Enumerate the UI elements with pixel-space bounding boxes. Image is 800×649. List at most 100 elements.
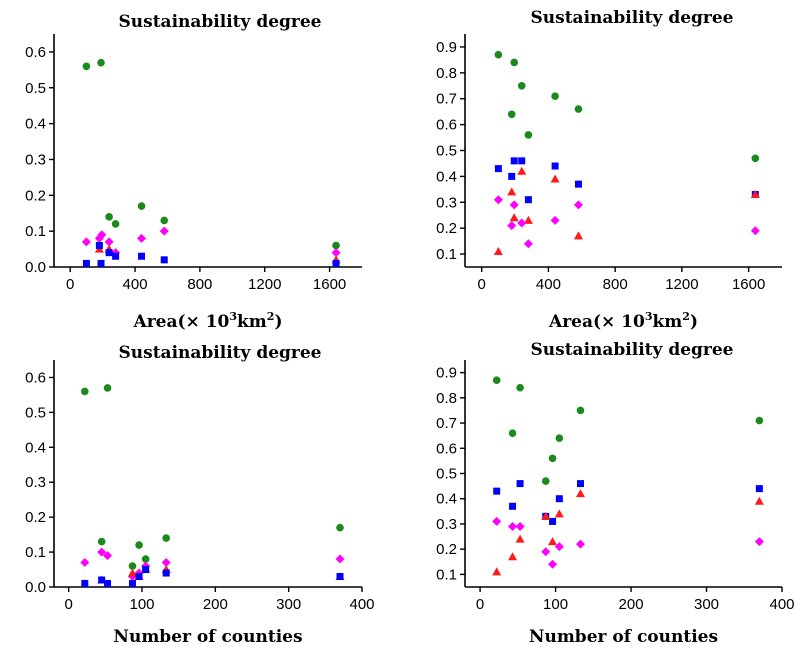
data-point-square — [551, 162, 559, 170]
data-point-square — [493, 487, 501, 495]
x-axis-label-part: km — [653, 312, 683, 332]
data-point-diamond — [541, 547, 551, 557]
data-point-circle — [160, 216, 169, 225]
data-point-square — [494, 165, 502, 173]
y-tick-label: 0.6 — [436, 117, 457, 134]
data-point-square — [508, 172, 516, 180]
x-axis-label: Number of counties — [529, 627, 718, 647]
data-point-square — [162, 569, 170, 577]
y-tick-label: 0.0 — [25, 259, 46, 276]
data-point-square — [104, 580, 112, 588]
data-point-square — [555, 495, 563, 503]
data-point-square — [98, 576, 106, 584]
data-point-circle — [135, 541, 143, 549]
data-point-triangle — [573, 231, 583, 240]
chart-title: Sustainability degree — [119, 343, 322, 363]
data-point-square — [549, 517, 557, 525]
data-point-diamond — [104, 237, 114, 247]
data-point-circle — [137, 202, 146, 210]
data-point-triangle — [750, 190, 760, 199]
data-point-diamond — [492, 516, 502, 526]
x-tick-label: 0 — [476, 596, 484, 613]
y-tick-label: 0.2 — [436, 220, 457, 237]
y-tick-label: 0.4 — [436, 491, 457, 508]
panel-4: Sustainability degree 0.1 0.2 0.3 0.4 0.5 0.6 0… — [436, 340, 794, 647]
x-axis-label-part: ) — [690, 312, 698, 332]
data-point-diamond — [573, 200, 583, 210]
x-axis-label-part: ) — [274, 312, 282, 332]
y-tick-label: 0.1 — [25, 223, 46, 240]
data-point-diamond — [507, 221, 517, 231]
data-point-diamond — [80, 558, 90, 568]
data-point-diamond — [554, 542, 564, 552]
data-point-circle — [128, 562, 137, 570]
y-tick-label: 0.9 — [436, 365, 457, 382]
data-point-diamond — [159, 226, 169, 236]
data-point-circle — [524, 131, 533, 139]
data-point-square — [97, 259, 105, 267]
x-tick-label: 800 — [187, 276, 212, 293]
data-point-circle — [82, 62, 91, 71]
x-tick-label: 400 — [536, 276, 561, 293]
data-point-circle — [492, 376, 501, 384]
data-point-triangle — [575, 489, 585, 498]
data-point-square — [524, 196, 532, 204]
data-point-diamond — [97, 547, 107, 557]
x-axis-label-superscript: 2 — [267, 310, 275, 323]
x-tick-label: 200 — [619, 596, 644, 613]
data-point-circle — [162, 534, 170, 542]
x-tick-label: 300 — [276, 596, 301, 613]
data-point-circle — [551, 92, 559, 100]
data-point-circle — [541, 477, 550, 485]
y-tick-label: 0.2 — [25, 187, 46, 204]
data-point-diamond — [137, 233, 147, 243]
data-point-circle — [103, 384, 112, 392]
data-point-circle — [332, 241, 340, 250]
data-point-square — [142, 566, 150, 574]
data-point-circle — [494, 50, 503, 59]
data-point-circle — [751, 154, 760, 163]
data-point-triangle — [754, 496, 764, 505]
data-point-triangle — [548, 537, 558, 546]
y-tick-label: 0.5 — [436, 143, 457, 160]
data-point-triangle — [515, 534, 525, 543]
data-point-circle — [141, 555, 150, 563]
x-tick-label: 200 — [203, 596, 228, 613]
data-point-diamond — [335, 554, 345, 564]
data-point-square — [105, 249, 113, 257]
x-axis-label-part: km — [237, 312, 267, 332]
data-point-triangle — [523, 215, 533, 224]
y-tick-label: 0.3 — [436, 194, 457, 211]
data-point-square — [82, 259, 90, 267]
y-tick-label: 0.4 — [25, 116, 46, 133]
x-axis-label-part: Area(× 10 — [133, 312, 230, 332]
x-tick-label: 1200 — [665, 276, 698, 293]
y-tick-label: 0.6 — [25, 44, 46, 61]
y-tick-label: 0.7 — [436, 415, 457, 432]
data-point-diamond — [548, 559, 558, 569]
y-tick-label: 0.8 — [436, 390, 457, 407]
chart-title: Sustainability degree — [119, 12, 322, 32]
data-point-diamond — [161, 558, 171, 568]
y-tick-label: 0.6 — [436, 440, 457, 457]
data-point-diamond — [754, 537, 764, 547]
data-point-triangle — [492, 567, 502, 576]
data-point-square — [576, 480, 584, 488]
x-tick-label: 400 — [769, 596, 794, 613]
x-tick-label: 300 — [694, 596, 719, 613]
x-axis-label: Number of counties — [113, 627, 302, 647]
data-point-diamond — [331, 248, 341, 258]
data-point-triangle — [541, 511, 551, 520]
x-tick-label: 0 — [66, 276, 74, 293]
y-tick-label: 0.3 — [436, 516, 457, 533]
data-point-diamond — [515, 521, 525, 531]
data-point-square — [510, 157, 518, 165]
data-point-diamond — [523, 239, 533, 249]
chart-title: Sustainability degree — [531, 8, 734, 28]
data-point-diamond — [750, 226, 760, 236]
x-tick-label: 0 — [64, 596, 72, 613]
panel-3: Sustainability degree 0.0 0.1 0.2 0.3 0.4 0.5 0… — [25, 343, 374, 647]
data-point-triangle — [127, 568, 137, 577]
data-point-square — [516, 480, 524, 488]
